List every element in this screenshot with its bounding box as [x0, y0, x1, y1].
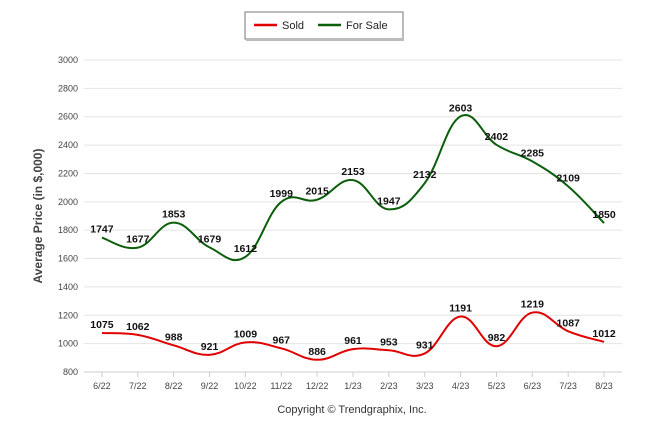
data-label-for-sale: 1850: [592, 209, 616, 221]
y-tick-label: 1400: [58, 282, 78, 292]
data-label-sold: 1219: [521, 299, 545, 311]
y-tick-label: 2000: [58, 197, 78, 207]
chart-legend: Sold For Sale: [244, 11, 404, 41]
copyright-credit: Copyright © Trendgraphix, Inc.: [277, 404, 426, 416]
data-label-for-sale: 2603: [449, 102, 473, 114]
y-tick-label: 2200: [58, 168, 78, 178]
data-label-for-sale: 1747: [90, 224, 114, 236]
data-label-for-sale: 1677: [126, 234, 150, 246]
x-tick-label: 3/23: [416, 381, 434, 391]
series-line-for-sale[interactable]: [101, 113, 605, 262]
x-tick-label: 5/23: [488, 381, 506, 391]
x-tick-label: 6/22: [93, 381, 111, 391]
data-label-for-sale: 2153: [341, 166, 365, 178]
data-label-for-sale: 1947: [377, 195, 401, 207]
x-tick-label: 12/22: [306, 381, 329, 391]
y-tick-label: 1800: [58, 225, 78, 235]
data-label-sold: 931: [416, 339, 434, 351]
x-tick-label: 7/22: [129, 381, 147, 391]
data-label-for-sale: 1853: [162, 209, 186, 221]
legend-label-for-sale[interactable]: For Sale: [346, 20, 388, 32]
data-label-sold: 1012: [592, 328, 616, 340]
series-lines: [101, 113, 605, 361]
x-tick-label: 8/22: [165, 381, 183, 391]
data-label-sold: 1009: [234, 328, 258, 340]
data-label-sold: 967: [273, 334, 291, 346]
y-gridlines: [84, 59, 622, 373]
y-tick-label: 1600: [58, 254, 78, 264]
data-label-for-sale: 2132: [413, 169, 437, 181]
y-tick-label: 1000: [58, 339, 78, 349]
data-label-sold: 1075: [90, 319, 114, 331]
data-label-sold: 961: [344, 335, 362, 347]
data-label-for-sale: 1999: [270, 188, 294, 200]
data-label-for-sale: 2285: [521, 147, 545, 159]
x-tick-label: 1/23: [344, 381, 362, 391]
x-tick-label: 9/22: [201, 381, 219, 391]
data-label-for-sale: 2402: [485, 131, 509, 143]
data-label-for-sale: 1679: [198, 233, 222, 245]
data-label-sold: 982: [488, 332, 506, 344]
x-tick-label: 11/22: [270, 381, 292, 391]
y-tick-label: 3000: [58, 55, 78, 65]
data-label-sold: 886: [308, 346, 326, 358]
y-axis-title: Average Price (in $,000): [31, 149, 45, 284]
x-tick-label: 10/22: [234, 381, 257, 391]
data-label-sold: 953: [380, 336, 398, 348]
y-tick-label: 800: [63, 367, 78, 377]
series-line-sold[interactable]: [101, 311, 605, 361]
x-tick-label: 4/23: [452, 381, 470, 391]
x-tick-label: 7/23: [559, 381, 577, 391]
data-label-sold: 1087: [557, 317, 581, 329]
data-label-sold: 1062: [126, 321, 150, 333]
y-tick-labels: 800 1000 1200 1400 1600 1800 2000 2200 2400 2600 2…: [58, 55, 78, 377]
y-tick-label: 2400: [58, 140, 78, 150]
y-tick-label: 2600: [58, 112, 78, 122]
x-tick-label: 2/23: [380, 381, 398, 391]
data-label-for-sale: 1612: [234, 243, 258, 255]
data-labels: 1075 1062 988 921 1009 967 886 961 953 931 1191 982…: [90, 102, 616, 358]
x-tick-label: 8/23: [595, 381, 613, 391]
data-label-for-sale: 2015: [305, 186, 329, 198]
x-tick-label: 6/23: [524, 381, 542, 391]
x-tick-labels: 6/22 7/22 8/22 9/22 10/22 11/22 12/22 1/23 2/23 3…: [93, 372, 613, 391]
data-label-for-sale: 2109: [557, 172, 581, 184]
y-tick-label: 1200: [58, 310, 78, 320]
legend-label-sold[interactable]: Sold: [282, 20, 304, 32]
data-label-sold: 988: [165, 331, 183, 343]
data-label-sold: 1191: [449, 303, 472, 315]
data-label-sold: 921: [201, 341, 219, 353]
y-tick-label: 2800: [58, 83, 78, 93]
